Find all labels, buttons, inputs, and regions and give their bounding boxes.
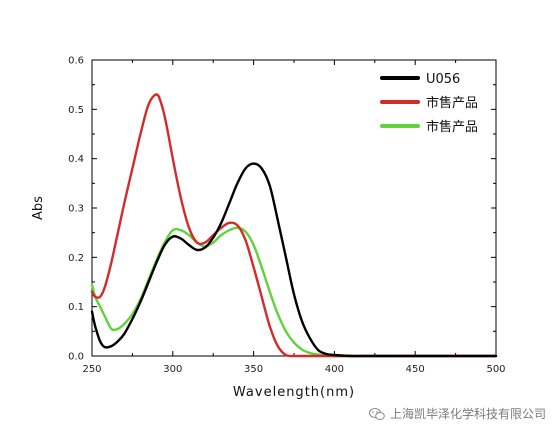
series-line-u056 xyxy=(90,162,498,358)
y-axis-label: Abs xyxy=(31,196,46,220)
x-tick-label: 250 xyxy=(82,364,101,375)
watermark: 上海凯毕泽化学科技有限公司 xyxy=(368,405,546,422)
wechat-icon xyxy=(368,407,385,420)
watermark-text: 上海凯毕泽化学科技有限公司 xyxy=(389,407,546,421)
legend-item-u056: U056 xyxy=(426,72,460,87)
x-axis-label: Wavelength(nm) xyxy=(233,385,355,400)
series-line-commercial-green xyxy=(90,226,498,358)
legend-item-commercial-red: 市售产品 xyxy=(426,95,478,111)
series-line-commercial-red xyxy=(90,93,498,358)
x-tick-label: 450 xyxy=(406,364,425,375)
x-tick-label: 500 xyxy=(486,364,505,375)
y-tick-label: 0.2 xyxy=(68,253,84,264)
x-tick-label: 350 xyxy=(244,364,263,375)
x-tick-label: 300 xyxy=(163,364,182,375)
x-tick-label: 400 xyxy=(325,364,344,375)
y-tick-label: 0.3 xyxy=(68,204,84,215)
legend-item-commercial-green: 市售产品 xyxy=(426,119,478,135)
y-tick-label: 0.6 xyxy=(68,56,84,67)
y-tick-label: 0.5 xyxy=(68,105,84,116)
y-tick-label: 0.4 xyxy=(68,154,84,165)
y-tick-label: 0.1 xyxy=(68,302,84,313)
y-tick-label: 0.0 xyxy=(68,352,84,363)
tick-labels: 250 300 350 400 450 500 0.0 0.1 0.2 0.3 0.4 0.5 0.6 xyxy=(68,56,505,376)
series-lines xyxy=(90,93,498,358)
